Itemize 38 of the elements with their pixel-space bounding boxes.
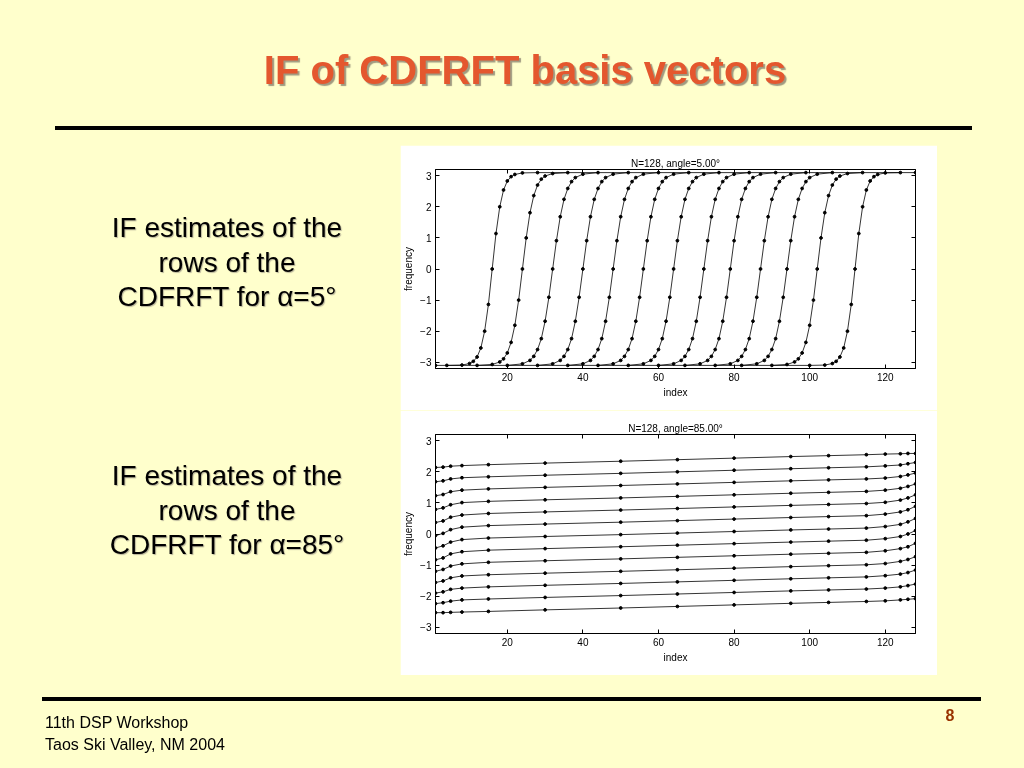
x-tick-label: 40 <box>577 636 589 648</box>
x-tick-label: 20 <box>501 371 514 383</box>
x-axis-title: index <box>663 386 688 398</box>
y-tick-label: −3 <box>420 357 432 369</box>
x-tick-label: 20 <box>501 636 514 648</box>
text: Taos Ski Valley, NM 2004 <box>45 736 225 753</box>
y-tick-label: −2 <box>420 326 432 338</box>
x-tick-label: 60 <box>652 636 665 648</box>
y-tick-label: 1 <box>425 232 432 244</box>
y-axis-title: frequency <box>403 512 415 556</box>
chart-title: N=128, angle=85.00° <box>628 422 723 434</box>
x-tick-label: 80 <box>728 371 741 383</box>
y-axis-title: frequency <box>403 247 415 291</box>
x-tick-label: 100 <box>801 636 819 648</box>
x-tick-label: 100 <box>801 371 819 383</box>
y-tick-label: 0 <box>425 529 432 540</box>
y-tick-label: −1 <box>420 560 432 572</box>
x-axis-title: index <box>663 651 688 663</box>
x-tick-label: 80 <box>728 636 741 648</box>
y-tick-label: −2 <box>420 591 432 603</box>
text: IF estimates of the rows of the CDFRFT for α=5° <box>110 211 344 314</box>
text: 11th DSP Workshop <box>45 714 189 731</box>
y-tick-label: 3 <box>425 170 432 182</box>
y-tick-label: 3 <box>425 435 432 447</box>
y-tick-label: −3 <box>420 622 432 634</box>
x-tick-label: 40 <box>577 371 589 383</box>
y-tick-label: 2 <box>425 466 432 478</box>
y-tick-label: 1 <box>425 497 432 509</box>
y-tick-label: 0 <box>425 264 432 275</box>
text: 8 <box>945 707 955 724</box>
text: IF estimates of the rows of the CDFRFT for α=85° <box>108 459 346 562</box>
x-tick-label: 120 <box>876 636 895 648</box>
x-tick-label: 60 <box>652 371 665 383</box>
x-tick-label: 120 <box>876 371 895 383</box>
y-tick-label: 2 <box>425 201 432 213</box>
chart-title: N=128, angle=5.00° <box>630 157 721 169</box>
y-tick-label: −1 <box>420 295 432 307</box>
text: IF of CDFRFT basis vectors <box>263 48 787 92</box>
